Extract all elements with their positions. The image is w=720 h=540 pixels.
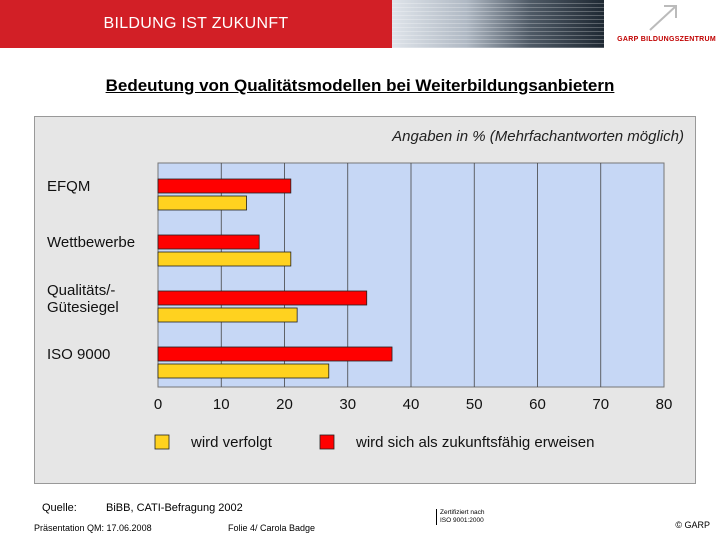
bar-zukunftsfaehig [157,178,292,194]
logo-garp: GARP [617,36,639,43]
header-bar: BILDUNG IST ZUKUNFT GARP BILDUNGSZENTRUM [0,0,720,48]
bar-zukunftsfaehig [157,234,260,250]
footer-source: BiBB, CATI-Befragung 2002 [106,502,243,514]
x-tick-label: 30 [339,396,356,413]
page-title: Bedeutung von Qualitätsmodellen bei Weit… [105,76,615,95]
category-label: Qualitäts/- [47,282,115,299]
category-label: Gütesiegel [47,299,119,316]
bar-verfolgt [157,195,247,211]
x-tick-label: 50 [466,396,483,413]
legend-label: wird sich als zukunftsfähig erweisen [355,434,594,451]
arrow-logo-icon [649,5,677,31]
x-tick-label: 70 [592,396,609,413]
category-label: EFQM [47,178,90,195]
bar-verfolgt [157,307,298,323]
footer-slide: Folie 4/ Carola Badge [228,523,316,533]
x-tick-label: 0 [154,396,162,413]
category-label: ISO 9000 [47,346,110,363]
footer-copyright: © GARP [675,520,710,530]
legend-swatch [319,434,335,450]
footer-cert-line2: ISO 9001:2000 [440,517,484,524]
x-tick-label: 40 [403,396,420,413]
footer-certification: Zertifiziert nach ISO 9001:2000 [436,509,484,525]
header-title: BILDUNG IST ZUKUNFT [103,15,289,32]
footer-cert-line1: Zertifiziert nach [440,509,485,516]
x-tick-label: 60 [529,396,546,413]
bar-verfolgt [157,251,292,267]
category-label: Wettbewerbe [47,234,135,251]
x-tick-label: 20 [276,396,293,413]
legend-swatch [154,434,170,450]
legend-label: wird verfolgt [190,434,273,451]
garp-logo: GARP BILDUNGSZENTRUM [604,0,720,48]
logo-bildungszentrum: BILDUNGSZENTRUM [640,36,716,43]
x-tick-label: 80 [656,396,673,413]
header-red-band [0,0,392,48]
chart-subtitle: Angaben in % (Mehrfachantworten möglich) [391,128,684,145]
logo-text: GARP BILDUNGSZENTRUM [617,36,716,43]
bar-zukunftsfaehig [157,346,393,362]
chart-frame: 0 10 20 30 40 50 60 70 80 Angaben in % (Mehrfacha… [34,116,696,484]
x-tick-label: 10 [213,396,230,413]
header-decorative-image [392,0,604,48]
bar-chart: 0 10 20 30 40 50 60 70 80 Angaben in % (Mehrfacha… [47,128,684,451]
bar-verfolgt [157,363,330,379]
footer-presentation: Präsentation QM: 17.06.2008 [34,523,152,533]
bar-zukunftsfaehig [157,290,368,306]
footer-quelle-label: Quelle: [42,502,77,514]
